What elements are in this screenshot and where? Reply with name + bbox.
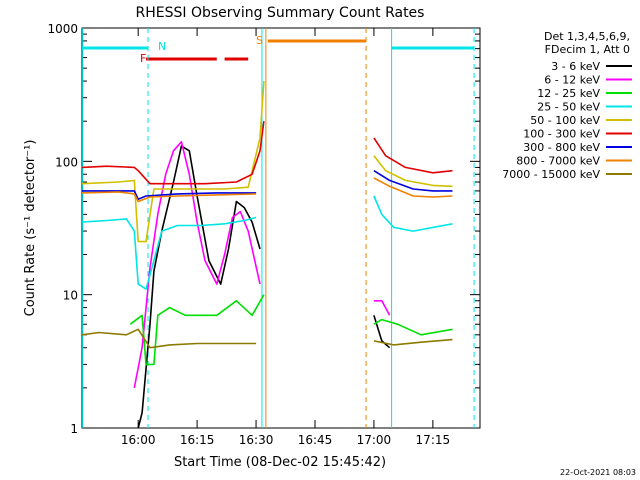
series-line-8 <box>81 328 453 349</box>
x-tick-label-2: 16:30 <box>239 433 274 447</box>
y-tick-label-1: 10 <box>63 289 78 303</box>
legend-label-1: 6 - 12 keV <box>544 74 600 87</box>
x-tick-label-3: 16:45 <box>298 433 333 447</box>
y-tick-label-2: 100 <box>55 155 78 169</box>
flag-label-s: S <box>256 34 263 47</box>
legend: Det 1,3,4,5,6,9, FDecim 1, Att 0 3 - 6 k… <box>502 30 632 181</box>
x-tick-label-5: 17:15 <box>416 433 451 447</box>
legend-label-7: 800 - 7000 keV <box>516 155 600 168</box>
flag-label-f: F <box>140 52 146 65</box>
x-tick-label-1: 16:15 <box>180 433 215 447</box>
legend-label-0: 3 - 6 keV <box>551 60 600 73</box>
series-line-6 <box>82 170 453 200</box>
legend-label-8: 7000 - 15000 keV <box>502 168 600 181</box>
y-tick-label-3: 1000 <box>47 22 78 36</box>
series-line-1 <box>133 141 391 389</box>
plot-frame <box>81 27 481 429</box>
legend-label-4: 50 - 100 keV <box>530 114 600 127</box>
chart-title: RHESSI Observing Summary Count Rates <box>136 5 425 21</box>
series-line-5 <box>81 121 453 185</box>
legend-header-line-2: FDecim 1, Att 0 <box>545 43 630 56</box>
series-line-4 <box>81 81 453 243</box>
y-tick-label-0: 1 <box>70 422 78 436</box>
legend-label-3: 25 - 50 keV <box>537 101 600 114</box>
legend-label-6: 300 - 800 keV <box>523 141 600 154</box>
x-axis-ticks: 16:00 16:15 16:30 16:45 17:00 17:15 <box>121 28 450 447</box>
legend-label-5: 100 - 300 keV <box>523 128 600 141</box>
series-line-3 <box>81 195 453 290</box>
flag-bars <box>82 28 475 428</box>
series-line-0 <box>137 145 391 429</box>
flag-label-n: N <box>158 40 166 53</box>
x-tick-label-4: 17:00 <box>357 433 392 447</box>
legend-label-2: 12 - 25 keV <box>537 87 600 100</box>
footer-timestamp: 22-Oct-2021 08:03 <box>560 468 636 477</box>
series-line-2 <box>129 294 453 366</box>
y-axis-ticks: 1 10 100 1000 <box>47 22 480 436</box>
x-tick-label-0: 16:00 <box>121 433 156 447</box>
legend-header-line-1: Det 1,3,4,5,6,9, <box>544 30 630 43</box>
x-axis-label: Start Time (08-Dec-02 15:45:42) <box>174 455 386 470</box>
series-line-7 <box>81 177 453 203</box>
series-lines <box>81 81 453 429</box>
y-axis-label: Count Rate (s⁻¹ detector⁻¹) <box>23 140 38 317</box>
